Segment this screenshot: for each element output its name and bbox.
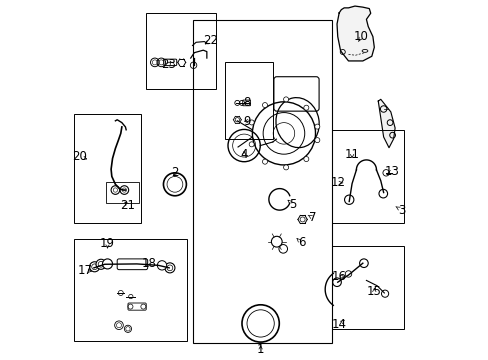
Text: 4: 4 xyxy=(240,148,247,161)
Circle shape xyxy=(303,157,308,162)
Text: 16: 16 xyxy=(331,270,346,283)
Text: 5: 5 xyxy=(288,198,296,211)
Polygon shape xyxy=(336,6,373,61)
Text: 17: 17 xyxy=(77,264,92,277)
Bar xyxy=(224,62,273,139)
Text: 3: 3 xyxy=(398,204,405,217)
Polygon shape xyxy=(378,99,394,148)
Bar xyxy=(74,239,187,341)
Text: 13: 13 xyxy=(384,165,399,178)
Circle shape xyxy=(262,103,267,108)
Text: 1: 1 xyxy=(256,343,264,356)
Text: 21: 21 xyxy=(120,199,135,212)
Text: 7: 7 xyxy=(308,211,316,224)
Text: 12: 12 xyxy=(329,176,345,189)
Text: 9: 9 xyxy=(243,115,251,128)
Circle shape xyxy=(303,105,308,110)
Circle shape xyxy=(283,165,288,170)
Text: 11: 11 xyxy=(344,148,359,161)
Circle shape xyxy=(89,262,100,272)
Bar xyxy=(332,246,403,329)
Text: 10: 10 xyxy=(353,30,368,43)
Circle shape xyxy=(262,159,267,164)
Circle shape xyxy=(283,97,288,102)
Circle shape xyxy=(314,138,319,143)
Bar xyxy=(74,114,140,223)
Bar xyxy=(145,13,215,89)
Circle shape xyxy=(157,261,166,270)
Text: 14: 14 xyxy=(331,318,346,331)
Bar xyxy=(192,21,332,343)
Text: 6: 6 xyxy=(297,236,305,249)
Bar xyxy=(332,130,403,223)
Text: 20: 20 xyxy=(72,150,87,163)
Text: 22: 22 xyxy=(203,33,218,47)
Circle shape xyxy=(164,263,175,273)
Circle shape xyxy=(249,142,254,147)
Text: 23: 23 xyxy=(161,58,176,71)
Circle shape xyxy=(96,259,106,269)
Circle shape xyxy=(249,120,254,125)
Text: 15: 15 xyxy=(366,285,381,298)
Text: 8: 8 xyxy=(243,96,250,109)
Circle shape xyxy=(314,124,319,129)
Bar xyxy=(106,182,139,203)
Text: 19: 19 xyxy=(100,237,115,250)
Circle shape xyxy=(102,259,112,269)
Text: 2: 2 xyxy=(171,166,178,179)
Text: 18: 18 xyxy=(142,257,156,270)
